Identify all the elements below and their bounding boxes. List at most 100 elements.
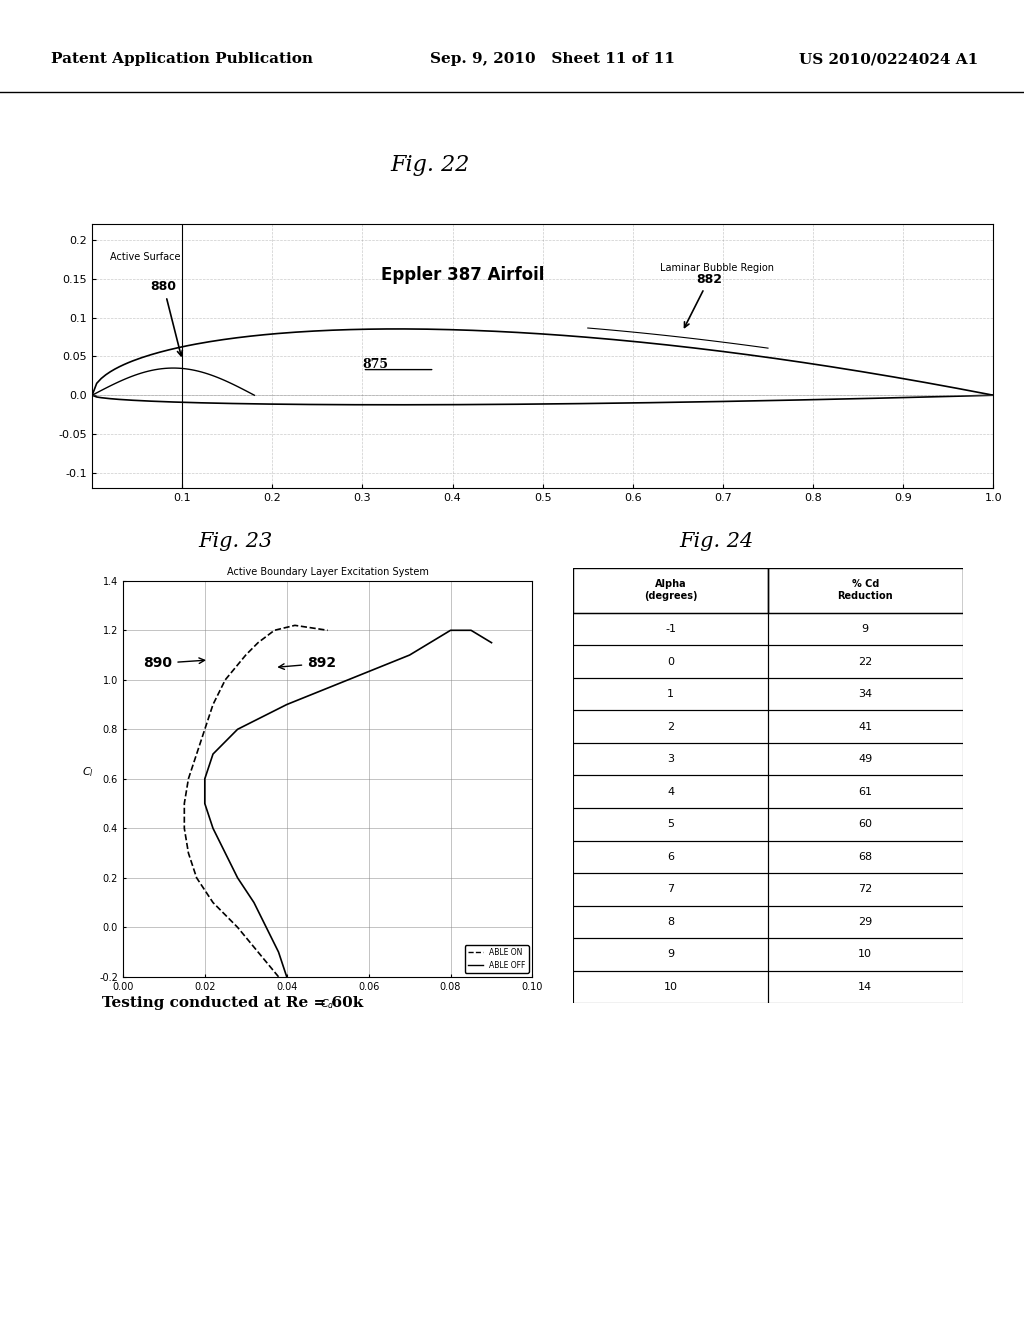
ABLE OFF xyxy=(207,746,219,762)
Text: 2: 2 xyxy=(668,722,674,731)
Text: 68: 68 xyxy=(858,851,872,862)
Text: 875: 875 xyxy=(362,358,388,371)
Text: 9: 9 xyxy=(668,949,674,960)
ABLE ON xyxy=(178,796,190,812)
ABLE ON xyxy=(240,647,252,663)
Text: 3: 3 xyxy=(668,754,674,764)
ABLE ON xyxy=(231,919,244,935)
Text: 34: 34 xyxy=(858,689,872,700)
ABLE OFF xyxy=(281,697,293,713)
ABLE OFF xyxy=(465,622,477,638)
ABLE OFF xyxy=(231,870,244,886)
ABLE OFF xyxy=(403,647,416,663)
Text: 1: 1 xyxy=(668,689,674,700)
ABLE ON xyxy=(182,771,195,787)
Bar xyxy=(768,568,963,612)
Bar xyxy=(573,970,768,1003)
ABLE OFF xyxy=(199,771,211,787)
Bar xyxy=(573,841,768,873)
Bar xyxy=(768,645,963,678)
Text: 10: 10 xyxy=(858,949,872,960)
Text: 7: 7 xyxy=(668,884,674,895)
Y-axis label: $C_l$: $C_l$ xyxy=(82,766,94,779)
X-axis label: $C_d$: $C_d$ xyxy=(321,997,335,1011)
Text: 14: 14 xyxy=(858,982,872,991)
Text: Testing conducted at Re = 60k: Testing conducted at Re = 60k xyxy=(102,997,364,1010)
ABLE ON xyxy=(268,622,281,638)
ABLE OFF xyxy=(424,635,436,651)
Bar xyxy=(768,906,963,939)
ABLE OFF xyxy=(260,919,272,935)
Bar xyxy=(573,873,768,906)
Bar xyxy=(768,841,963,873)
Bar xyxy=(573,612,768,645)
Bar xyxy=(768,678,963,710)
ABLE OFF xyxy=(248,895,260,911)
Bar xyxy=(768,939,963,970)
Bar xyxy=(768,775,963,808)
ABLE ON xyxy=(252,944,264,960)
ABLE ON xyxy=(322,622,334,638)
Text: 61: 61 xyxy=(858,787,872,797)
ABLE OFF xyxy=(207,820,219,837)
Text: 9: 9 xyxy=(862,624,868,634)
ABLE ON xyxy=(207,697,219,713)
Text: 882: 882 xyxy=(684,273,722,327)
ABLE OFF xyxy=(219,845,231,861)
Text: 4: 4 xyxy=(668,787,674,797)
Title: Active Boundary Layer Excitation System: Active Boundary Layer Excitation System xyxy=(226,568,429,577)
Text: 49: 49 xyxy=(858,754,872,764)
ABLE OFF xyxy=(342,672,354,688)
Text: 880: 880 xyxy=(151,280,182,356)
Bar xyxy=(768,873,963,906)
Text: Patent Application Publication: Patent Application Publication xyxy=(51,53,313,66)
ABLE OFF xyxy=(485,635,498,651)
Text: 8: 8 xyxy=(668,917,674,927)
ABLE ON xyxy=(289,618,301,634)
Text: 890: 890 xyxy=(143,656,205,671)
Text: 10: 10 xyxy=(664,982,678,991)
Text: Fig. 23: Fig. 23 xyxy=(199,532,272,550)
ABLE ON xyxy=(219,672,231,688)
ABLE ON xyxy=(178,820,190,837)
Text: 22: 22 xyxy=(858,656,872,667)
Text: 72: 72 xyxy=(858,884,872,895)
Text: Active Surface: Active Surface xyxy=(111,252,180,261)
Bar xyxy=(573,808,768,841)
ABLE ON xyxy=(199,721,211,737)
Line: ABLE ON: ABLE ON xyxy=(184,626,328,977)
Text: % Cd
Reduction: % Cd Reduction xyxy=(838,579,893,601)
Text: 41: 41 xyxy=(858,722,872,731)
Text: 6: 6 xyxy=(668,851,674,862)
ABLE ON xyxy=(207,895,219,911)
Text: 892: 892 xyxy=(279,656,336,671)
Text: 5: 5 xyxy=(668,820,674,829)
Legend: ABLE ON, ABLE OFF: ABLE ON, ABLE OFF xyxy=(465,945,528,973)
ABLE ON xyxy=(182,845,195,861)
Text: 29: 29 xyxy=(858,917,872,927)
Bar xyxy=(573,939,768,970)
ABLE OFF xyxy=(199,796,211,812)
Text: Fig. 24: Fig. 24 xyxy=(680,532,754,550)
Bar xyxy=(573,743,768,775)
Bar xyxy=(768,612,963,645)
Bar xyxy=(768,743,963,775)
Bar xyxy=(573,710,768,743)
Text: Sep. 9, 2010   Sheet 11 of 11: Sep. 9, 2010 Sheet 11 of 11 xyxy=(430,53,675,66)
Text: Laminar Bubble Region: Laminar Bubble Region xyxy=(659,263,774,273)
Text: Alpha
(degrees): Alpha (degrees) xyxy=(644,579,697,601)
Text: 60: 60 xyxy=(858,820,872,829)
Bar xyxy=(573,678,768,710)
ABLE ON xyxy=(272,969,285,985)
Bar xyxy=(768,808,963,841)
ABLE OFF xyxy=(444,622,457,638)
ABLE OFF xyxy=(281,969,293,985)
ABLE ON xyxy=(252,635,264,651)
ABLE OFF xyxy=(231,721,244,737)
Text: US 2010/0224024 A1: US 2010/0224024 A1 xyxy=(799,53,978,66)
ABLE ON xyxy=(190,870,203,886)
Text: Fig. 22: Fig. 22 xyxy=(390,154,470,176)
Text: 0: 0 xyxy=(668,656,674,667)
Text: Eppler 387 Airfoil: Eppler 387 Airfoil xyxy=(381,265,544,284)
Bar xyxy=(573,568,768,612)
